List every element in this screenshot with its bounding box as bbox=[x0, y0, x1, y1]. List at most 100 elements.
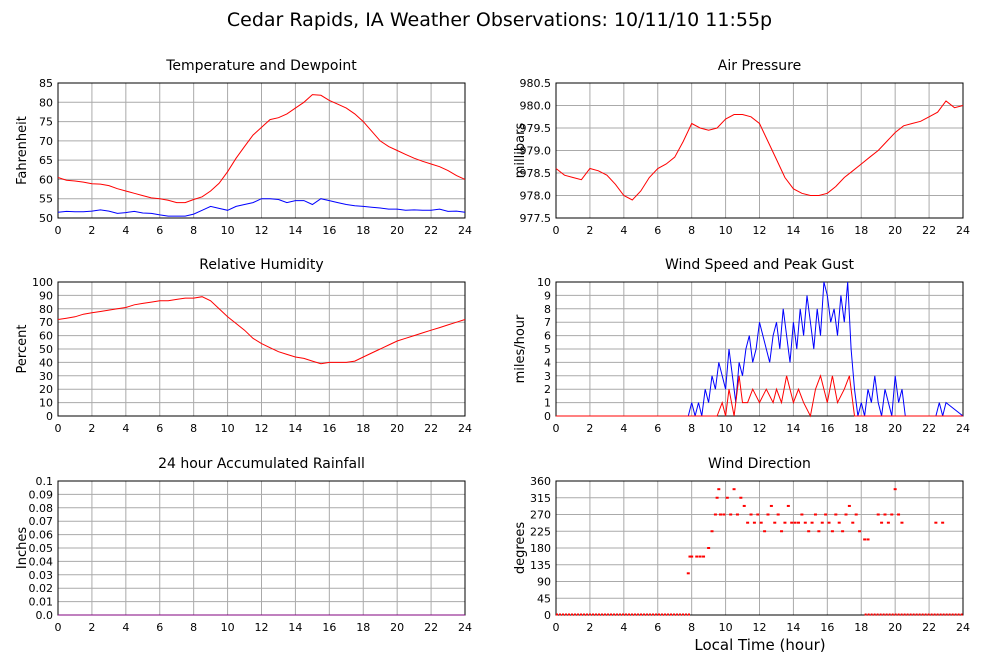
direction-point bbox=[934, 521, 938, 524]
y-tick-label: 980.5 bbox=[520, 77, 552, 90]
chart-title: Wind Speed and Peak Gust bbox=[665, 257, 854, 273]
x-tick-label: 2 bbox=[586, 422, 593, 435]
direction-point bbox=[695, 555, 699, 558]
x-tick-label: 14 bbox=[786, 422, 800, 435]
x-tick-label: 16 bbox=[322, 224, 336, 237]
x-tick-label: 6 bbox=[654, 224, 661, 237]
direction-point bbox=[858, 530, 862, 533]
x-tick-label: 0 bbox=[55, 422, 62, 435]
y-axis-label: Inches bbox=[15, 527, 30, 569]
x-tick-label: 24 bbox=[458, 621, 472, 634]
x-tick-label: 4 bbox=[122, 224, 129, 237]
x-tick-label: 16 bbox=[322, 621, 336, 634]
x-tick-label: 24 bbox=[956, 422, 970, 435]
direction-point bbox=[688, 555, 692, 558]
x-tick-label: 18 bbox=[356, 224, 370, 237]
x-tick-label: 6 bbox=[654, 621, 661, 634]
direction-point bbox=[702, 555, 706, 558]
y-tick-label: 0.09 bbox=[29, 488, 54, 501]
x-tick-label: 24 bbox=[956, 621, 970, 634]
direction-point bbox=[890, 513, 894, 516]
direction-point bbox=[707, 547, 711, 549]
x-tick-label: 18 bbox=[854, 422, 868, 435]
direction-point bbox=[880, 521, 884, 524]
x-tick-label: 12 bbox=[753, 224, 767, 237]
y-tick-label: 978.5 bbox=[520, 167, 552, 180]
direction-point bbox=[759, 521, 763, 524]
series-line-red bbox=[555, 100, 964, 201]
chart-title: 24 hour Accumulated Rainfall bbox=[158, 456, 365, 472]
x-tick-label: 20 bbox=[888, 621, 902, 634]
y-tick-label: 55 bbox=[39, 193, 53, 206]
x-tick-label: 24 bbox=[956, 224, 970, 237]
x-tick-label: 14 bbox=[786, 224, 800, 237]
direction-point bbox=[713, 513, 717, 516]
x-tick-label: 10 bbox=[719, 422, 733, 435]
y-tick-label: 270 bbox=[530, 509, 551, 522]
direction-point bbox=[897, 513, 901, 516]
direction-point bbox=[941, 521, 945, 524]
direction-point bbox=[783, 521, 787, 524]
x-tick-label: 8 bbox=[688, 621, 695, 634]
y-tick-label: 4 bbox=[544, 356, 551, 369]
x-tick-label: 14 bbox=[288, 422, 302, 435]
x-tick-label: 12 bbox=[255, 224, 269, 237]
y-tick-label: 10 bbox=[537, 276, 551, 289]
y-tick-label: 0 bbox=[46, 410, 53, 423]
y-tick-label: 0.02 bbox=[29, 582, 54, 595]
x-tick-label: 14 bbox=[786, 621, 800, 634]
direction-point bbox=[863, 538, 867, 541]
x-tick-label: 10 bbox=[719, 224, 733, 237]
page-title: Cedar Rapids, IA Weather Observations: 1… bbox=[226, 9, 773, 31]
x-tick-label: 10 bbox=[221, 621, 235, 634]
y-tick-label: 80 bbox=[39, 303, 53, 316]
y-tick-label: 45 bbox=[537, 592, 551, 605]
y-tick-label: 40 bbox=[39, 356, 53, 369]
direction-point bbox=[824, 513, 828, 516]
x-tick-label: 20 bbox=[390, 621, 404, 634]
direction-point bbox=[837, 521, 841, 524]
direction-point bbox=[807, 530, 811, 533]
x-tick-label: 22 bbox=[424, 224, 438, 237]
direction-point bbox=[746, 521, 750, 524]
x-tick-label: 2 bbox=[586, 621, 593, 634]
series-line-red bbox=[556, 374, 963, 418]
y-tick-label: 70 bbox=[39, 316, 53, 329]
plot-frame bbox=[555, 281, 964, 417]
y-axis-label: millibars bbox=[513, 123, 528, 179]
x-tick-label: 8 bbox=[688, 422, 695, 435]
direction-point bbox=[715, 496, 719, 499]
direction-point bbox=[766, 513, 770, 516]
direction-point bbox=[752, 521, 756, 524]
y-tick-label: 0 bbox=[544, 609, 551, 622]
x-tick-label: 12 bbox=[255, 422, 269, 435]
direction-point bbox=[893, 488, 897, 491]
x-tick-label: 0 bbox=[553, 422, 560, 435]
y-tick-label: 10 bbox=[39, 397, 53, 410]
x-tick-label: 0 bbox=[55, 224, 62, 237]
direction-point bbox=[803, 521, 807, 524]
plot-frame bbox=[57, 281, 466, 417]
y-tick-label: 980.0 bbox=[520, 100, 552, 113]
series-line-blue bbox=[57, 198, 466, 217]
y-tick-label: 0.01 bbox=[29, 596, 54, 609]
x-tick-label: 16 bbox=[820, 224, 834, 237]
y-tick-label: 50 bbox=[39, 343, 53, 356]
y-tick-label: 0.08 bbox=[29, 502, 54, 515]
direction-point bbox=[810, 521, 814, 524]
x-tick-label: 6 bbox=[156, 224, 163, 237]
direction-point bbox=[742, 504, 746, 507]
x-tick-label: 8 bbox=[190, 621, 197, 634]
direction-point bbox=[749, 513, 753, 516]
x-tick-label: 2 bbox=[88, 224, 95, 237]
x-tick-label: 22 bbox=[424, 621, 438, 634]
direction-point bbox=[834, 513, 838, 516]
x-tick-label: 14 bbox=[288, 621, 302, 634]
y-tick-label: 70 bbox=[39, 135, 53, 148]
x-tick-label: 24 bbox=[458, 224, 472, 237]
x-tick-label: 4 bbox=[620, 621, 627, 634]
direction-point bbox=[780, 530, 784, 533]
